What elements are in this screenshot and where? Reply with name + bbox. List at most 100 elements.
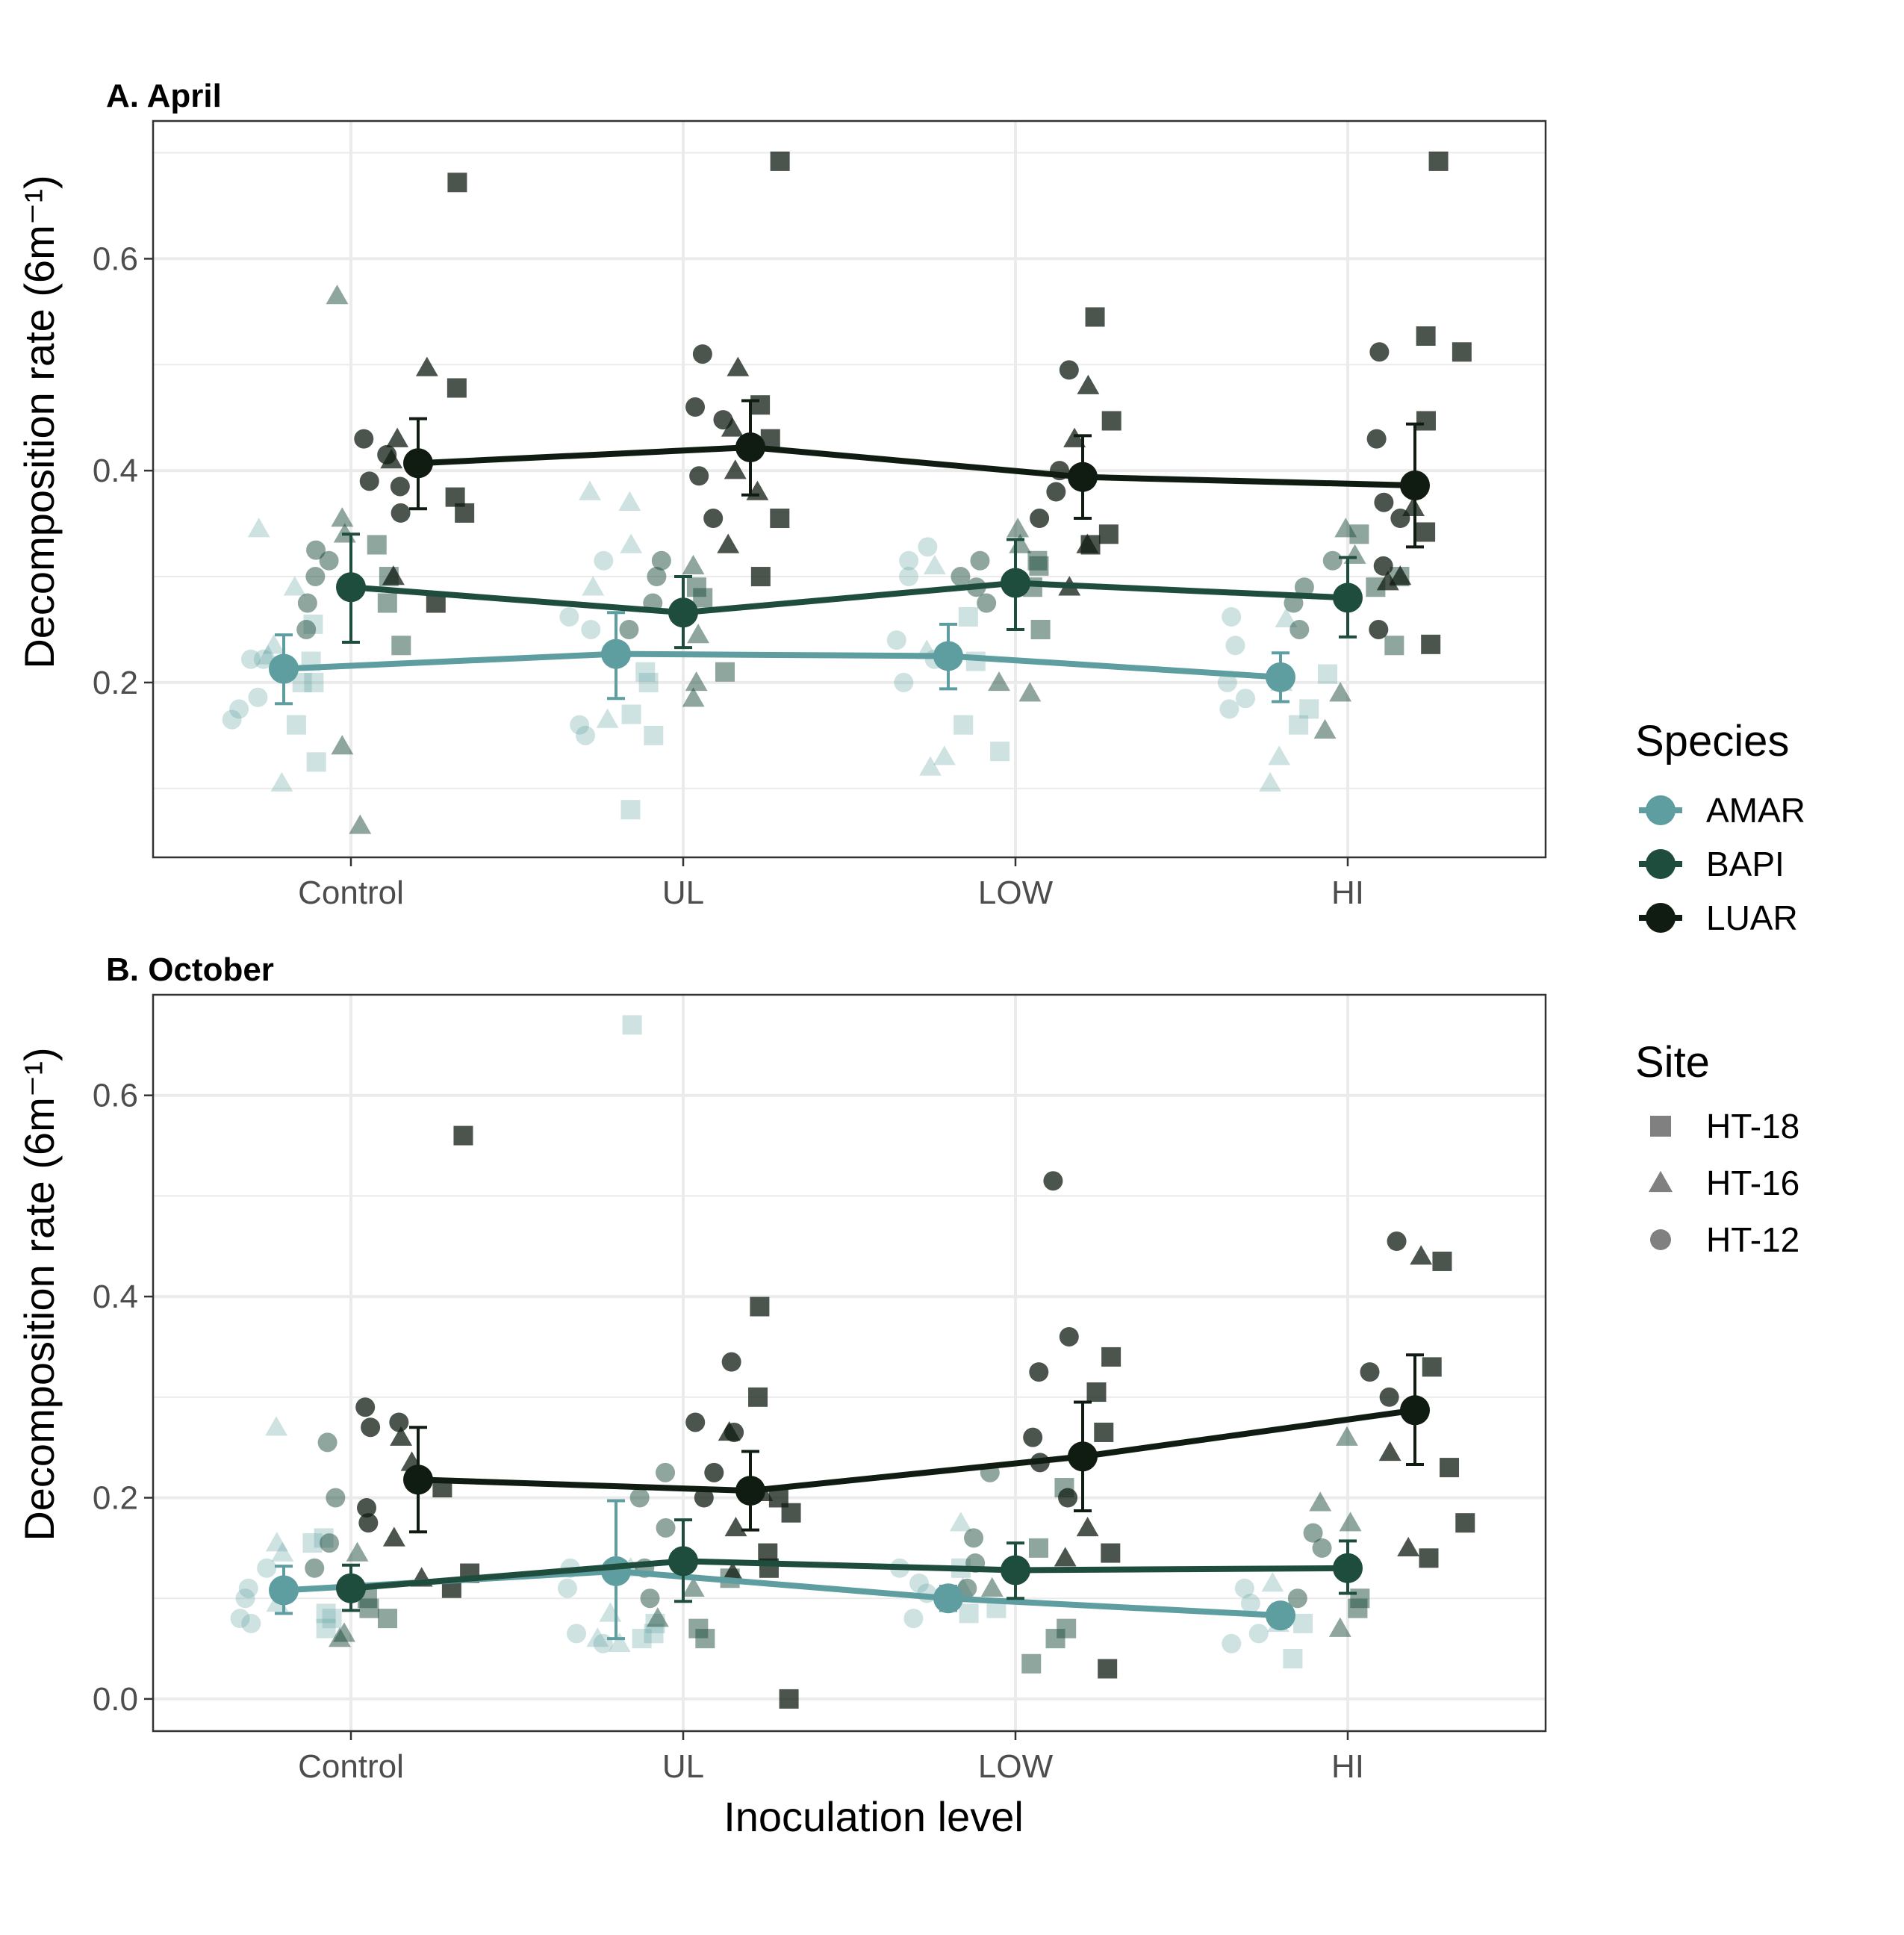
data-point-luar-ht-12 (1059, 360, 1079, 380)
data-point-amar-ht-12 (899, 567, 919, 587)
data-point-bapi-ht-12 (647, 567, 667, 587)
data-point-bapi-ht-16 (646, 1607, 669, 1627)
data-point-luar-ht-18 (1101, 1347, 1121, 1367)
data-point-amar-ht-16 (579, 480, 601, 500)
legend-label-bapi: BAPI (1706, 845, 1785, 883)
mean-point-bapi (1001, 568, 1030, 598)
data-point-luar-ht-16 (382, 1526, 405, 1547)
data-point-amar-ht-12 (1225, 636, 1245, 656)
data-point-luar-ht-16 (1076, 533, 1099, 553)
data-point-amar-ht-12 (238, 1578, 258, 1598)
mean-point-bapi (336, 572, 366, 603)
data-point-amar-ht-18 (622, 1015, 642, 1035)
data-point-bapi-ht-12 (1289, 619, 1310, 639)
data-point-bapi-ht-16 (682, 1577, 705, 1597)
data-point-luar-ht-12 (1023, 1427, 1043, 1447)
legend-point-bapi (1646, 849, 1676, 879)
legend-site: Site HT-18 HT-16 HT-12 (1635, 1038, 1799, 1259)
legend-site-item: HT-16 (1648, 1164, 1799, 1202)
legend-site-items: HT-18 HT-16 HT-12 (1648, 1107, 1799, 1259)
mean-point-amar (601, 639, 631, 669)
data-point-bapi-ht-16 (1328, 1617, 1351, 1637)
data-point-amar-ht-18 (302, 1533, 323, 1553)
data-point-amar-ht-12 (593, 1633, 613, 1653)
x-tick-label: HI (1331, 1748, 1364, 1785)
data-point-amar-ht-18 (316, 1603, 336, 1624)
data-point-amar-ht-16 (1268, 745, 1291, 765)
data-point-luar-ht-18 (447, 173, 467, 193)
data-point-bapi-ht-12 (1287, 1588, 1307, 1609)
data-point-luar-ht-16 (1076, 1516, 1099, 1537)
data-point-bapi-ht-16 (326, 285, 349, 305)
y-tick-label: 0.4 (93, 1279, 138, 1315)
data-point-luar-ht-18 (1086, 1382, 1107, 1403)
data-point-bapi-ht-18 (1021, 1653, 1042, 1674)
x-tick-label: LOW (978, 1748, 1054, 1785)
data-point-bapi-ht-16 (1339, 1512, 1362, 1532)
data-point-luar-ht-12 (689, 466, 709, 486)
x-tick-label: UL (662, 875, 704, 911)
data-point-amar-ht-12 (1236, 689, 1256, 709)
y-axis-title-october: Decomposition rate (6m⁻¹) (16, 1047, 63, 1541)
observations-april (222, 151, 1472, 834)
data-point-amar-ht-18 (1283, 1649, 1303, 1669)
observations-october (230, 1015, 1475, 1709)
data-point-amar-ht-16 (270, 771, 293, 792)
data-point-luar-ht-18 (1452, 342, 1472, 362)
data-point-amar-ht-12 (1222, 1633, 1242, 1653)
panel-border-april (152, 119, 1547, 859)
data-point-amar-ht-18 (322, 1609, 342, 1629)
mean-point-amar (269, 653, 299, 684)
data-point-amar-ht-12 (257, 1558, 277, 1578)
data-point-luar-ht-12 (1058, 1488, 1078, 1508)
data-point-bapi-ht-16 (349, 814, 372, 834)
data-point-amar-ht-18 (306, 752, 326, 772)
data-point-amar-ht-12 (567, 1624, 587, 1644)
legend-species-items: AMAR BAPI LUAR (1639, 791, 1805, 937)
data-point-amar-ht-16 (919, 756, 942, 776)
legend-point-amar (1646, 795, 1676, 825)
data-point-amar-ht-18 (959, 1603, 979, 1624)
x-tick-label: HI (1331, 875, 1364, 911)
data-point-bapi-ht-18 (1030, 619, 1051, 639)
data-point-luar-ht-18 (781, 1503, 801, 1523)
data-point-luar-ht-18 (1094, 1422, 1114, 1442)
data-point-luar-ht-12 (1369, 619, 1389, 639)
data-point-bapi-ht-12 (619, 619, 639, 639)
data-point-luar-ht-18 (1440, 1458, 1460, 1478)
data-point-bapi-ht-18 (693, 588, 713, 608)
data-point-amar-ht-12 (1248, 1624, 1269, 1644)
data-point-luar-ht-16 (721, 417, 744, 437)
data-point-bapi-ht-16 (331, 507, 354, 527)
data-point-bapi-ht-12 (1303, 1523, 1323, 1543)
data-point-luar-ht-18 (1419, 1548, 1439, 1568)
x-tick-label: LOW (978, 875, 1054, 911)
data-point-amar-ht-12 (570, 715, 590, 735)
x-tick-label: Control (298, 1748, 404, 1785)
data-point-luar-ht-12 (694, 1488, 714, 1508)
data-point-luar-ht-12 (1046, 482, 1066, 502)
data-point-luar-ht-18 (1416, 326, 1436, 346)
mean-point-bapi (1333, 583, 1363, 613)
data-point-luar-ht-12 (685, 397, 706, 417)
data-point-amar-ht-12 (253, 649, 273, 669)
data-point-bapi-ht-18 (715, 662, 735, 682)
data-point-luar-ht-16 (1410, 1245, 1433, 1265)
data-point-luar-ht-12 (1059, 1326, 1079, 1347)
data-point-bapi-ht-16 (1313, 718, 1337, 739)
data-point-luar-ht-12 (358, 1513, 379, 1533)
data-point-bapi-ht-12 (297, 593, 317, 613)
mean-point-amar (933, 1583, 963, 1614)
data-point-amar-ht-12 (918, 537, 938, 557)
data-point-luar-ht-12 (355, 1397, 376, 1417)
data-point-luar-ht-16 (724, 1516, 747, 1537)
legend-species-item: BAPI (1639, 845, 1785, 883)
data-point-luar-ht-12 (685, 1412, 706, 1432)
data-point-bapi-ht-12 (640, 1588, 660, 1609)
data-point-amar-ht-12 (903, 1609, 924, 1629)
data-point-bapi-ht-18 (1029, 556, 1049, 576)
data-point-bapi-ht-16 (980, 1577, 1004, 1597)
data-point-bapi-ht-18 (1348, 1598, 1368, 1618)
data-point-luar-ht-12 (1374, 492, 1394, 512)
data-point-luar-ht-18 (1101, 411, 1121, 431)
